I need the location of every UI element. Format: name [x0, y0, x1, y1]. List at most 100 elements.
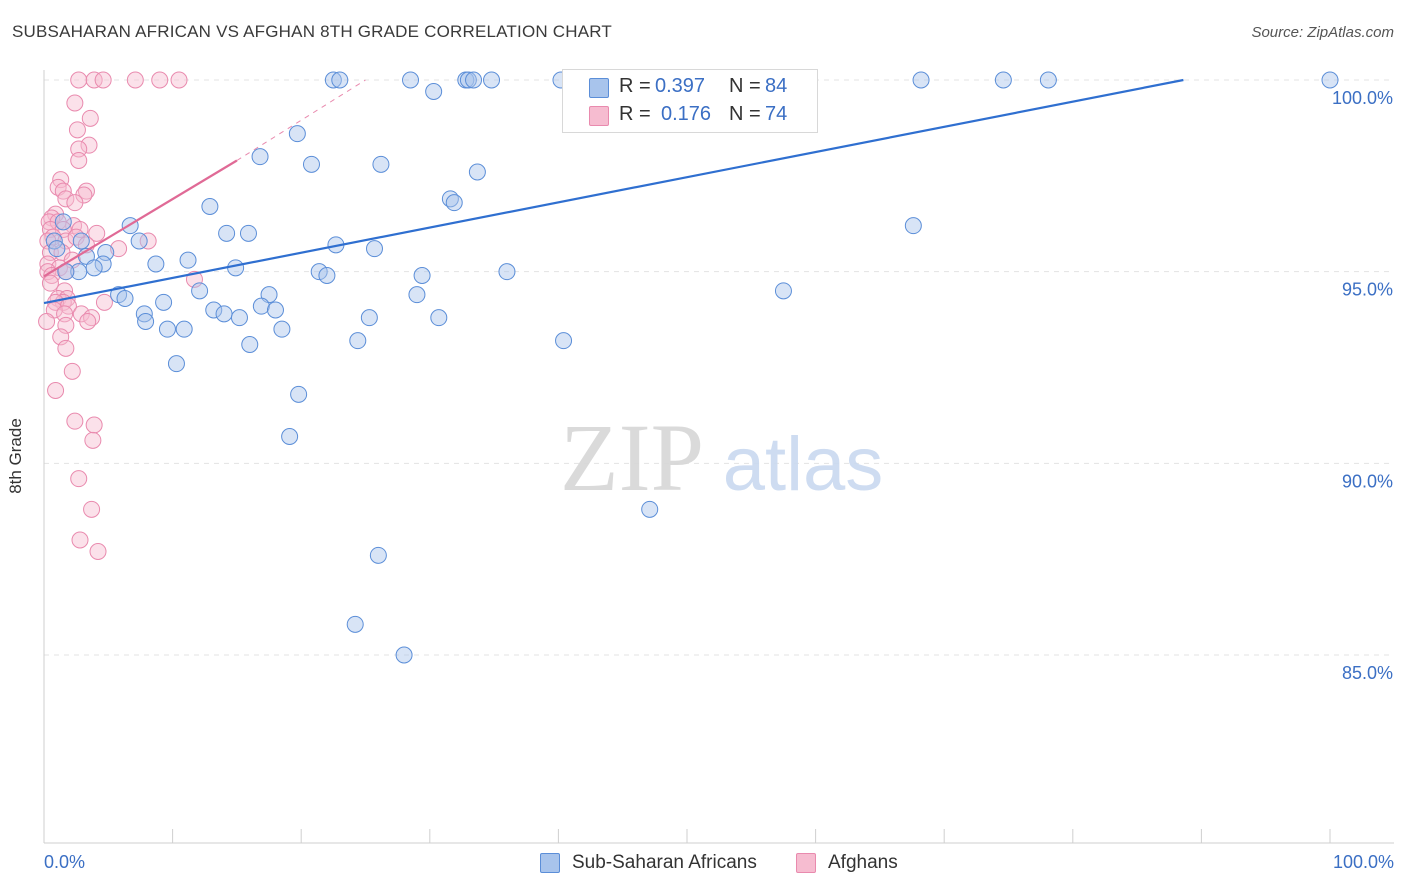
- legend-row-afghans: R = 0.176 N = 74: [563, 101, 817, 129]
- data-point-subsaharan: [1321, 71, 1339, 89]
- data-point-subsaharan: [994, 71, 1012, 89]
- data-point-afghans: [85, 71, 103, 89]
- x-tick-max: 100.0%: [1332, 852, 1394, 872]
- y-tick-label: 95.0%: [1342, 280, 1393, 300]
- data-point-afghans: [88, 224, 106, 242]
- data-point-subsaharan: [147, 255, 165, 273]
- data-point-afghans: [151, 71, 169, 89]
- trend-lines: [43, 78, 1184, 305]
- data-point-subsaharan: [468, 163, 486, 181]
- n-value: 84: [765, 75, 788, 97]
- data-point-subsaharan: [281, 428, 299, 445]
- data-point-afghans: [81, 109, 99, 127]
- data-point-subsaharan: [167, 355, 185, 373]
- legend-item-subsaharan[interactable]: Sub-Saharan Africans: [540, 852, 757, 874]
- legend-row-subsaharan: R = 0.397 N = 84: [563, 73, 817, 101]
- data-point-subsaharan: [273, 320, 291, 338]
- data-point-subsaharan: [251, 148, 269, 166]
- legend-item-afghans[interactable]: Afghans: [796, 852, 898, 874]
- data-point-afghans: [71, 531, 89, 549]
- data-point-subsaharan: [1039, 71, 1057, 89]
- data-point-subsaharan: [425, 83, 443, 100]
- data-point-subsaharan: [318, 267, 336, 284]
- data-point-afghans: [70, 152, 88, 169]
- data-point-subsaharan: [302, 155, 320, 173]
- data-point-subsaharan: [205, 301, 223, 319]
- data-point-subsaharan: [288, 125, 306, 143]
- trend-line-afghans-extension: [236, 79, 366, 161]
- data-point-subsaharan: [252, 297, 270, 315]
- data-point-subsaharan: [290, 385, 308, 403]
- data-point-subsaharan: [227, 259, 245, 277]
- y-tick-labels: 100.0% 95.0% 90.0% 85.0%: [1332, 88, 1393, 683]
- data-point-afghans: [68, 121, 86, 139]
- data-point-afghans: [170, 71, 188, 89]
- data-point-subsaharan: [179, 251, 197, 269]
- data-point-afghans: [57, 339, 75, 357]
- r-label: R =: [619, 103, 651, 125]
- data-point-afghans: [70, 71, 88, 89]
- data-point-subsaharan: [218, 224, 236, 242]
- data-point-subsaharan: [465, 71, 483, 89]
- data-point-afghans: [47, 382, 65, 399]
- data-point-subsaharan: [402, 71, 420, 89]
- data-point-afghans: [70, 470, 88, 488]
- data-point-afghans: [89, 543, 107, 560]
- data-point-afghans: [80, 136, 98, 154]
- data-point-subsaharan: [369, 546, 387, 564]
- n-label: N =: [729, 103, 761, 125]
- data-point-subsaharan: [331, 71, 349, 89]
- data-point-subsaharan: [324, 71, 342, 89]
- data-point-subsaharan: [85, 259, 103, 277]
- y-tick-label: 100.0%: [1332, 88, 1393, 108]
- n-label: N =: [729, 75, 761, 97]
- data-point-subsaharan: [346, 615, 364, 633]
- data-point-afghans: [126, 71, 144, 89]
- stats-legend: R = 0.397 N = 84 R = 0.176 N = 74: [562, 69, 818, 133]
- data-point-subsaharan: [555, 332, 573, 350]
- data-point-afghans: [66, 94, 84, 112]
- legend-label: Sub-Saharan Africans: [572, 852, 757, 873]
- watermark-zip: ZIP: [560, 404, 704, 511]
- data-point-subsaharan: [158, 320, 176, 338]
- data-point-subsaharan: [349, 332, 367, 350]
- data-point-subsaharan: [483, 71, 501, 89]
- data-point-subsaharan: [912, 71, 930, 89]
- r-value: 0.176: [661, 103, 712, 125]
- data-point-subsaharan: [310, 263, 328, 281]
- watermark: ZIP atlas: [560, 404, 883, 511]
- data-point-afghans: [66, 412, 84, 430]
- chart-title: SUBSAHARAN AFRICAN VS AFGHAN 8TH GRADE C…: [12, 22, 613, 41]
- data-point-subsaharan: [230, 309, 248, 327]
- data-point-subsaharan: [201, 198, 219, 215]
- axes: [43, 70, 1394, 844]
- data-point-afghans: [94, 71, 112, 89]
- data-point-subsaharan: [130, 232, 148, 250]
- data-point-afghans: [57, 190, 75, 208]
- data-point-subsaharan: [366, 240, 384, 258]
- data-point-afghans: [83, 500, 101, 518]
- n-value: 74: [765, 103, 788, 125]
- trend-line-subsaharan: [43, 78, 1184, 305]
- data-point-subsaharan: [241, 336, 259, 353]
- data-point-afghans: [41, 274, 59, 292]
- y-tick-label: 90.0%: [1342, 471, 1393, 491]
- data-point-subsaharan: [904, 217, 922, 235]
- series-legend: Sub-Saharan Africans Afghans: [0, 852, 1406, 878]
- data-point-subsaharan: [155, 293, 173, 311]
- data-point-subsaharan: [774, 282, 792, 300]
- x-tick-min: 0.0%: [44, 852, 86, 872]
- data-point-subsaharan: [641, 500, 659, 518]
- r-label: R =: [619, 75, 651, 97]
- data-point-subsaharan: [266, 301, 284, 319]
- data-point-afghans: [110, 240, 128, 258]
- legend-label: Afghans: [828, 852, 898, 873]
- data-point-subsaharan: [137, 313, 155, 330]
- data-point-afghans: [63, 362, 81, 380]
- subsaharan-points: [45, 71, 1339, 664]
- legend-swatch-pink: [796, 853, 816, 873]
- data-point-subsaharan: [372, 155, 390, 173]
- y-tick-label: 85.0%: [1342, 663, 1393, 683]
- data-point-afghans: [95, 293, 113, 311]
